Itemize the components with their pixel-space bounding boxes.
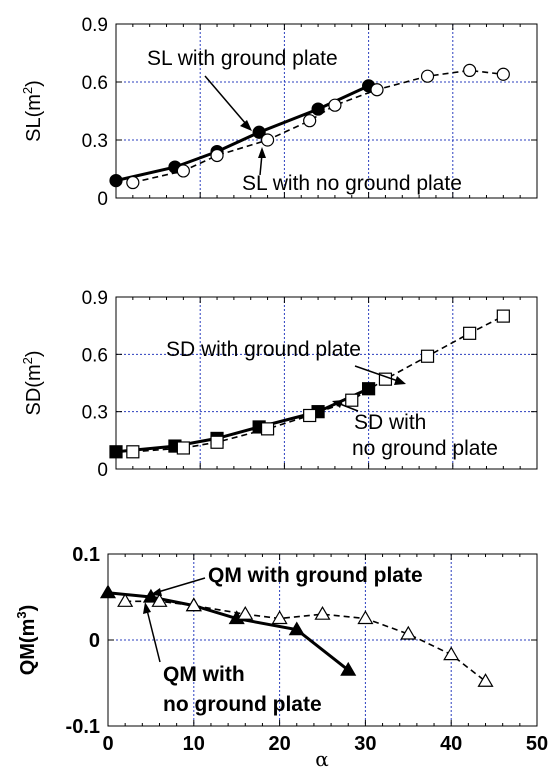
data-point xyxy=(463,326,477,340)
arrow-sd-ground xyxy=(354,365,399,382)
series-line xyxy=(115,84,370,183)
y-tick-label: 0 xyxy=(89,630,100,652)
data-point xyxy=(237,606,254,620)
arrowhead-sd-ground xyxy=(394,376,406,385)
x-axis-label: α xyxy=(315,747,329,771)
data-point xyxy=(271,610,288,625)
annotation-qm-noground-1: QM with xyxy=(163,663,245,686)
data-point xyxy=(260,422,275,436)
data-point xyxy=(260,133,275,147)
annotation-sd-noground-1: SD with xyxy=(354,411,426,434)
arrowhead-sl-noground xyxy=(258,147,266,158)
annotation-sd-ground: SD with ground plate xyxy=(166,338,361,361)
data-point xyxy=(328,98,342,112)
data-point xyxy=(288,621,305,636)
panel-qm: -0.100.10 10 20 30 40 50 QM(m3) α QM with gro… xyxy=(14,544,548,771)
data-point xyxy=(340,661,357,676)
y-tick-label: 0.1 xyxy=(72,544,100,566)
data-point xyxy=(252,125,266,139)
annotation-sl-ground: SL with ground plate xyxy=(147,47,338,70)
x-tick-label: 0 xyxy=(102,733,113,755)
annotation-qm-noground-2: no ground plate xyxy=(163,693,322,716)
panel-sl: 0 0.3 0.6 0.9 SL(m2) SL with ground plate S… xyxy=(20,15,538,210)
y-axis-label-sl: SL(m2) xyxy=(20,80,45,142)
data-point xyxy=(126,175,140,190)
y-tick-label: 0.6 xyxy=(82,73,108,94)
plot-frame-sl xyxy=(115,23,538,199)
y-tick-label: -0.1 xyxy=(66,716,100,738)
data-point xyxy=(303,408,317,423)
y-tick-label: 0.9 xyxy=(82,288,108,309)
data-point xyxy=(109,174,123,188)
data-point xyxy=(420,349,435,363)
plot-frame-sd xyxy=(115,296,538,470)
data-point xyxy=(210,148,224,163)
y-tick-label: 0 xyxy=(97,189,108,210)
data-point xyxy=(176,441,190,455)
data-point xyxy=(126,445,140,459)
y-tick-label: 0.6 xyxy=(82,345,108,366)
data-point xyxy=(176,164,190,178)
data-point xyxy=(210,435,224,449)
panel-sd: 0 0.3 0.6 0.9 SD(m2) SD with ground plate S… xyxy=(20,288,538,481)
y-tick-label: 0 xyxy=(97,460,108,481)
data-point xyxy=(185,597,202,612)
data-point xyxy=(370,83,384,97)
data-point xyxy=(151,593,168,607)
data-point xyxy=(463,63,477,78)
arrow-qm-noground xyxy=(146,609,161,663)
annotation-sl-noground: SL with no ground plate xyxy=(242,172,462,195)
x-tick-label: 50 xyxy=(526,733,548,755)
series-line xyxy=(132,69,504,184)
data-point xyxy=(99,584,117,599)
y-tick-label: 0.3 xyxy=(82,131,108,152)
x-tick-label: 10 xyxy=(183,733,205,755)
data-point xyxy=(109,445,123,459)
arrow-qm-ground xyxy=(157,577,206,593)
data-point xyxy=(357,610,374,625)
arrowhead-qm-noground xyxy=(143,602,151,614)
annotation-qm-ground: QM with ground plate xyxy=(208,564,423,587)
annotation-sd-noground-2: no ground plate xyxy=(352,437,498,460)
arrow-sd-noground xyxy=(339,403,359,412)
y-tick-label: 0.3 xyxy=(82,403,108,424)
data-point xyxy=(311,102,325,116)
y-axis-label-sd: SD(m2) xyxy=(20,350,45,415)
x-tick-label: 20 xyxy=(268,733,290,755)
data-point xyxy=(314,606,331,620)
data-point xyxy=(443,646,460,661)
y-tick-label: 0.9 xyxy=(82,15,108,36)
arrowhead-qm-ground xyxy=(150,588,162,596)
data-point xyxy=(400,625,417,640)
data-point xyxy=(496,309,510,323)
data-point xyxy=(303,114,317,128)
data-point xyxy=(117,593,134,607)
series-line xyxy=(132,315,504,453)
series-line xyxy=(125,600,486,682)
x-tick-label: 30 xyxy=(354,733,376,755)
data-point xyxy=(345,393,359,407)
data-point xyxy=(477,673,494,687)
arrowhead-sl-ground xyxy=(240,120,252,131)
y-axis-label-qm: QM(m3) xyxy=(14,605,39,676)
series-line xyxy=(115,387,370,454)
x-tick-label: 40 xyxy=(440,733,462,755)
data-point xyxy=(420,69,435,83)
arrowhead-sd-noground xyxy=(332,400,343,408)
data-point xyxy=(496,67,510,81)
arrow-sl-ground xyxy=(204,75,247,125)
series-line xyxy=(107,591,350,672)
